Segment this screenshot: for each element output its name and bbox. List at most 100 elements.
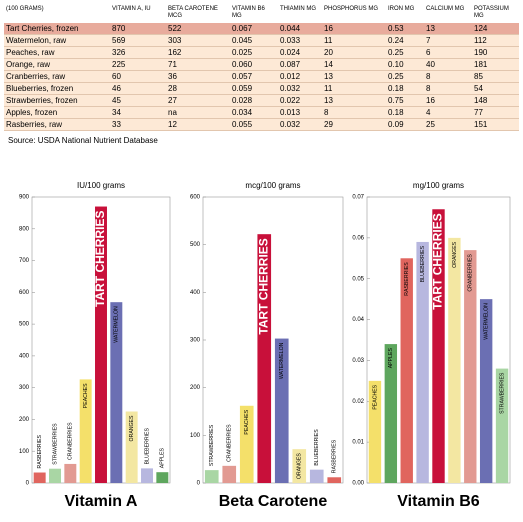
y-tick-label: 500 bbox=[19, 322, 30, 328]
bar-label: STRAWBERRIES bbox=[52, 423, 58, 465]
table-cell: Cranberries, raw bbox=[4, 70, 110, 83]
bar bbox=[64, 463, 77, 483]
table-body: Tart Cherries, frozen 870 522 0.067 0.044 16 0… bbox=[4, 23, 519, 131]
table-cell: 190 bbox=[472, 46, 519, 59]
chart-title: Beta Carotene bbox=[219, 493, 328, 510]
table-cell: 54 bbox=[472, 82, 519, 95]
table-row: Watermelon, raw 569 303 0.045 0.033 11 0.24 7 11… bbox=[4, 34, 519, 47]
y-tick-label: 800 bbox=[19, 226, 30, 232]
table-cell: 0.025 bbox=[230, 46, 278, 59]
bar-label: RASBERRIES bbox=[404, 262, 410, 296]
bar-label: PEACHES bbox=[83, 383, 89, 408]
table-cell: 0.055 bbox=[230, 118, 278, 131]
table-cell: 25 bbox=[424, 118, 472, 131]
bar bbox=[95, 206, 107, 484]
table-cell: 303 bbox=[166, 34, 230, 47]
table-cell: 16 bbox=[322, 23, 386, 35]
table-cell: 225 bbox=[110, 58, 166, 71]
table-row: Tart Cherries, frozen 870 522 0.067 0.044 16 0… bbox=[4, 23, 519, 35]
table-cell: 124 bbox=[472, 23, 519, 35]
bar bbox=[432, 209, 445, 483]
bar-label: RASBERRIES bbox=[332, 439, 338, 473]
bar-label: BLUEBERRIES bbox=[314, 429, 320, 466]
table-cell: 569 bbox=[110, 34, 166, 47]
table-cell: 13 bbox=[424, 23, 472, 35]
bar bbox=[239, 405, 254, 483]
table-cell: Rasberries, raw bbox=[4, 118, 110, 131]
table-row: Rasberries, raw 33 12 0.055 0.032 29 0.09 25 151 bbox=[4, 118, 519, 131]
y-tick-label: 400 bbox=[19, 353, 30, 359]
bar bbox=[400, 258, 413, 483]
table-cell: 0.25 bbox=[386, 46, 424, 59]
chart-title: Vitamin B6 bbox=[397, 493, 480, 510]
chart-subtitle: mg/100 grams bbox=[413, 181, 464, 190]
table-cell: 71 bbox=[166, 58, 230, 71]
y-tick-label: 100 bbox=[19, 449, 30, 455]
table-cell: 45 bbox=[110, 94, 166, 107]
table-cell: 16 bbox=[424, 94, 472, 107]
table-cell: 13 bbox=[322, 70, 386, 83]
bar bbox=[416, 241, 429, 483]
bar-label: BLUEBERRIES bbox=[144, 428, 150, 465]
table-cell: 148 bbox=[472, 94, 519, 107]
bar-label: RASBERRIES bbox=[37, 435, 43, 469]
bar bbox=[479, 299, 493, 483]
bar bbox=[495, 368, 509, 483]
table-cell: 0.044 bbox=[278, 23, 322, 35]
bar bbox=[274, 338, 289, 483]
bar bbox=[448, 237, 461, 483]
y-tick-label: 0.05 bbox=[352, 276, 364, 282]
table-row: Cranberries, raw 60 36 0.057 0.012 13 0.25 8 85 bbox=[4, 70, 519, 83]
table-cell: 112 bbox=[472, 34, 519, 47]
y-tick-label: 0.04 bbox=[352, 317, 364, 323]
table-cell: 0.028 bbox=[230, 94, 278, 107]
bar-label: APPLES bbox=[160, 447, 166, 468]
y-tick-label: 600 bbox=[190, 195, 201, 201]
table-cell: Blueberries, frozen bbox=[4, 82, 110, 95]
table-cell: Tart Cherries, frozen bbox=[4, 23, 110, 35]
column-header: IRON MG bbox=[388, 6, 415, 12]
table-cell: 29 bbox=[322, 118, 386, 131]
table-cell: 0.013 bbox=[278, 106, 322, 119]
bar-label: PEACHES bbox=[244, 409, 250, 434]
y-tick-label: 200 bbox=[190, 385, 201, 391]
table-cell: 0.032 bbox=[278, 82, 322, 95]
bar-label: ORANGES bbox=[452, 241, 458, 267]
chart-subtitle: IU/100 grams bbox=[77, 181, 125, 190]
table-cell: 0.024 bbox=[278, 46, 322, 59]
table-cell: 34 bbox=[110, 106, 166, 119]
table-cell: 0.057 bbox=[230, 70, 278, 83]
bar-label: TART CHERRIES bbox=[431, 213, 445, 309]
bar-label: WATERMELON bbox=[484, 303, 490, 340]
table-cell: 181 bbox=[472, 58, 519, 71]
table-cell: 36 bbox=[166, 70, 230, 83]
y-tick-label: 0 bbox=[26, 481, 30, 487]
bar bbox=[384, 344, 398, 483]
table-cell: 14 bbox=[322, 58, 386, 71]
table-cell: 7 bbox=[424, 34, 472, 47]
bar-label: APPLES bbox=[388, 348, 394, 369]
table-cell: 11 bbox=[322, 82, 386, 95]
bar bbox=[33, 472, 46, 483]
table-cell: 28 bbox=[166, 82, 230, 95]
column-header: THIAMIN MG bbox=[280, 6, 316, 12]
bar-label: ORANGES bbox=[297, 453, 303, 479]
table-cell: 60 bbox=[110, 70, 166, 83]
bar bbox=[79, 379, 92, 483]
table-cell: 85 bbox=[472, 70, 519, 83]
table-row: Strawberries, frozen 45 27 0.028 0.022 13 0.75… bbox=[4, 94, 519, 107]
bar bbox=[204, 470, 219, 483]
bar bbox=[110, 302, 123, 483]
table-cell: 4 bbox=[424, 106, 472, 119]
table-cell: 0.24 bbox=[386, 34, 424, 47]
y-tick-label: 500 bbox=[190, 242, 201, 248]
bar-label: CRANBERRIES bbox=[468, 254, 474, 292]
table-cell: na bbox=[166, 106, 230, 119]
plot-frame bbox=[202, 196, 344, 484]
bar-label: WATERMELON bbox=[279, 342, 285, 379]
bar bbox=[156, 472, 169, 483]
table-cell: 0.059 bbox=[230, 82, 278, 95]
table-cell: 33 bbox=[110, 118, 166, 131]
bar-label: STRAWBERRIES bbox=[209, 424, 215, 466]
